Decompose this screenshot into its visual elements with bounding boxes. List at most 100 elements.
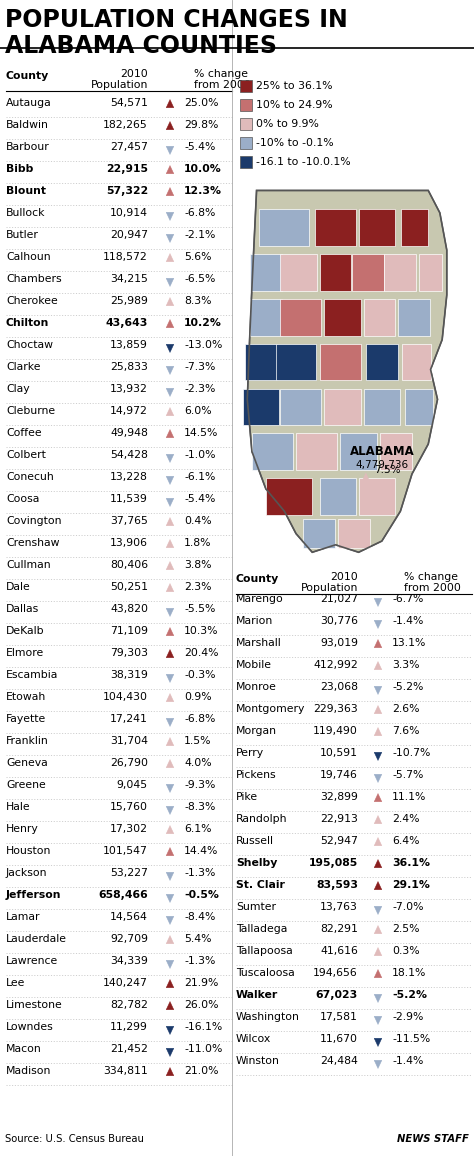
Text: Mobile: Mobile	[236, 660, 272, 670]
Text: -13.0%: -13.0%	[184, 340, 222, 350]
Text: -8.4%: -8.4%	[184, 912, 215, 922]
Text: 10,591: 10,591	[320, 748, 358, 758]
Text: 19,746: 19,746	[320, 770, 358, 780]
Text: -7.3%: -7.3%	[184, 362, 215, 372]
Bar	[240, 99, 252, 111]
Bar	[240, 80, 252, 92]
Text: 37,765: 37,765	[110, 516, 148, 526]
Text: Montgomery: Montgomery	[236, 704, 305, 714]
Polygon shape	[374, 753, 382, 761]
Text: 3.8%: 3.8%	[184, 560, 211, 570]
Text: Clarke: Clarke	[6, 362, 40, 372]
Text: Hale: Hale	[6, 802, 31, 812]
Text: Morgan: Morgan	[236, 726, 277, 736]
Bar	[280, 388, 321, 425]
Text: 194,656: 194,656	[313, 968, 358, 978]
Polygon shape	[166, 366, 174, 375]
Text: 15,760: 15,760	[110, 802, 148, 812]
Text: 6.4%: 6.4%	[392, 836, 419, 846]
Text: Fayette: Fayette	[6, 714, 46, 724]
Polygon shape	[166, 253, 174, 261]
Text: -5.4%: -5.4%	[184, 142, 215, 151]
Text: -6.8%: -6.8%	[184, 208, 215, 218]
Text: Tallapoosa: Tallapoosa	[236, 946, 293, 956]
Text: 9,045: 9,045	[117, 780, 148, 790]
Text: Choctaw: Choctaw	[6, 340, 53, 350]
Text: 83,593: 83,593	[316, 880, 358, 890]
Text: Henry: Henry	[6, 824, 39, 833]
Text: 13,228: 13,228	[110, 472, 148, 482]
Text: 17,241: 17,241	[110, 714, 148, 724]
Text: Bullock: Bullock	[6, 208, 46, 218]
Bar	[359, 479, 395, 514]
Text: -1.4%: -1.4%	[392, 1055, 423, 1066]
Polygon shape	[374, 837, 382, 846]
Polygon shape	[166, 961, 174, 969]
Text: -10.7%: -10.7%	[392, 748, 430, 758]
Text: 27,457: 27,457	[110, 142, 148, 151]
Text: 82,782: 82,782	[110, 1000, 148, 1010]
Text: 104,430: 104,430	[103, 692, 148, 702]
Polygon shape	[374, 815, 382, 824]
Text: -10% to -0.1%: -10% to -0.1%	[256, 138, 334, 148]
Polygon shape	[166, 165, 174, 173]
Polygon shape	[166, 430, 174, 438]
Text: 14,972: 14,972	[110, 406, 148, 416]
Polygon shape	[166, 979, 174, 987]
Text: 20.4%: 20.4%	[184, 649, 219, 658]
Text: 49,948: 49,948	[110, 428, 148, 438]
Polygon shape	[166, 213, 174, 221]
Polygon shape	[374, 775, 382, 783]
Text: 119,490: 119,490	[313, 726, 358, 736]
Text: 5.4%: 5.4%	[184, 934, 211, 944]
Polygon shape	[374, 705, 382, 713]
Polygon shape	[166, 297, 174, 305]
Text: -2.3%: -2.3%	[184, 384, 215, 394]
Polygon shape	[166, 540, 174, 548]
Text: Autauga: Autauga	[6, 98, 52, 108]
Bar	[338, 519, 370, 548]
Text: Marion: Marion	[236, 616, 273, 627]
Polygon shape	[166, 608, 174, 616]
Text: Barbour: Barbour	[6, 142, 50, 151]
Bar	[364, 299, 395, 335]
Polygon shape	[166, 847, 174, 855]
Text: 182,265: 182,265	[103, 120, 148, 129]
Text: Escambia: Escambia	[6, 670, 58, 680]
Text: 54,571: 54,571	[110, 98, 148, 108]
Text: -8.3%: -8.3%	[184, 802, 215, 812]
Text: -6.1%: -6.1%	[184, 472, 215, 482]
Text: 41,616: 41,616	[320, 946, 358, 956]
Polygon shape	[166, 674, 174, 682]
Text: County: County	[6, 71, 49, 81]
Text: 11.1%: 11.1%	[392, 792, 427, 802]
Text: 2010: 2010	[330, 572, 358, 581]
Text: 18.1%: 18.1%	[392, 968, 427, 978]
Polygon shape	[374, 1060, 382, 1068]
Text: Marengo: Marengo	[236, 594, 284, 603]
Text: Source: U.S. Census Bureau: Source: U.S. Census Bureau	[5, 1134, 144, 1144]
Text: Coosa: Coosa	[6, 494, 39, 504]
Text: 14.5%: 14.5%	[184, 428, 219, 438]
Polygon shape	[166, 917, 174, 925]
Text: 0.9%: 0.9%	[184, 692, 211, 702]
Text: St. Clair: St. Clair	[236, 880, 285, 890]
Polygon shape	[166, 388, 174, 397]
Text: Cleburne: Cleburne	[6, 406, 55, 416]
Text: 80,406: 80,406	[110, 560, 148, 570]
Polygon shape	[374, 1016, 382, 1024]
Text: 118,572: 118,572	[103, 252, 148, 262]
Text: 22,915: 22,915	[106, 164, 148, 175]
Text: Walker: Walker	[236, 990, 278, 1000]
Text: 10,914: 10,914	[110, 208, 148, 218]
Text: -5.2%: -5.2%	[392, 682, 423, 692]
Text: -0.5%: -0.5%	[184, 890, 219, 901]
Bar	[384, 254, 416, 291]
Bar	[319, 254, 351, 291]
Text: -1.3%: -1.3%	[184, 956, 215, 966]
Text: NEWS STAFF: NEWS STAFF	[397, 1134, 469, 1144]
Text: 11,670: 11,670	[320, 1033, 358, 1044]
Text: Tuscaloosa: Tuscaloosa	[236, 968, 295, 978]
Text: Winston: Winston	[236, 1055, 280, 1066]
Polygon shape	[374, 661, 382, 669]
